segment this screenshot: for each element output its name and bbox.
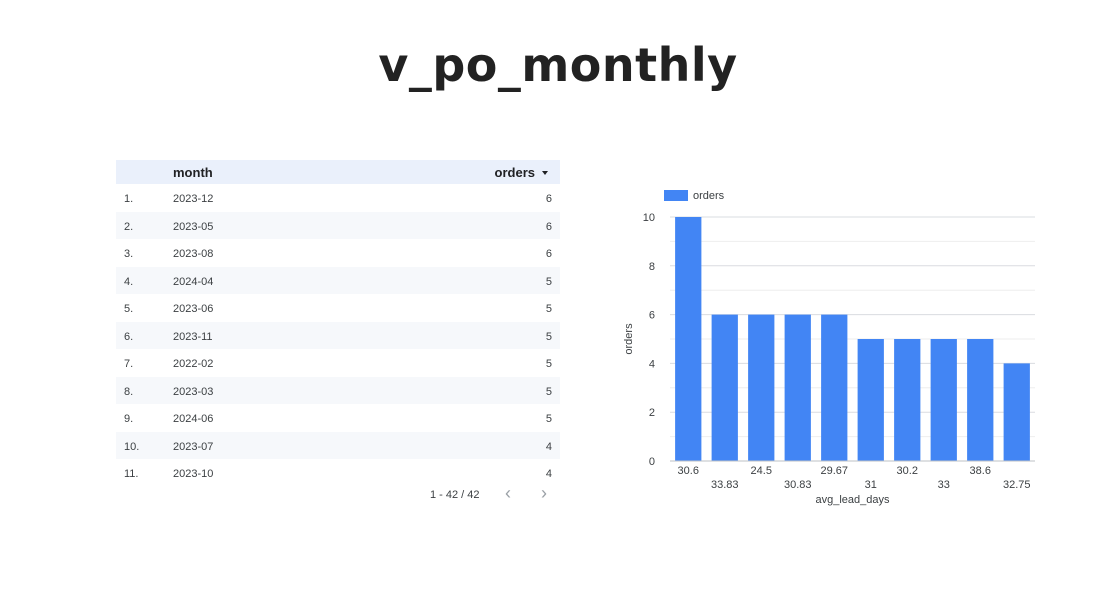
- cell-orders: 5: [545, 413, 552, 425]
- y-tick-label: 0: [649, 456, 655, 468]
- bar[interactable]: [894, 339, 921, 461]
- table-row[interactable]: 8. 2023-03 5: [116, 376, 560, 404]
- caret-down-icon[interactable]: [542, 170, 548, 175]
- cell-month: 2023-08: [173, 248, 214, 260]
- y-tick-label: 10: [643, 212, 655, 224]
- row-index: 6.: [124, 330, 134, 343]
- cell-orders: 4: [545, 440, 552, 453]
- cell-month: 2023-06: [173, 303, 214, 315]
- row-index: 11.: [124, 468, 139, 480]
- table-row[interactable]: 10. 2023-07 4: [116, 431, 560, 459]
- row-index: 2.: [124, 220, 134, 233]
- cell-orders: 6: [545, 193, 552, 205]
- cell-orders: 5: [545, 330, 552, 343]
- y-axis-title: orders: [623, 323, 635, 355]
- cell-month: 2024-06: [173, 413, 214, 425]
- y-tick-label: 2: [649, 407, 655, 419]
- cell-month: 2023-07: [173, 440, 214, 453]
- x-tick-label: 30.6: [678, 465, 699, 477]
- chevron-left-icon[interactable]: ‹: [505, 483, 511, 503]
- x-tick-label: 33.83: [711, 479, 739, 491]
- bar[interactable]: [967, 339, 994, 461]
- pagination-range: 1 - 42 / 42: [430, 489, 480, 501]
- table-header: month orders: [116, 160, 560, 184]
- page-title: v_po_monthly: [378, 38, 738, 92]
- cell-orders: 6: [545, 248, 552, 260]
- column-header-orders[interactable]: orders: [495, 165, 548, 180]
- bar[interactable]: [821, 314, 848, 461]
- cell-orders: 5: [545, 385, 552, 398]
- legend-label: orders: [693, 190, 725, 202]
- legend-swatch: [664, 190, 688, 201]
- y-tick-label: 8: [649, 261, 655, 273]
- cell-month: 2024-04: [173, 275, 214, 288]
- table-row[interactable]: 6. 2023-11 5: [116, 321, 560, 349]
- bar[interactable]: [930, 339, 957, 461]
- y-tick-label: 6: [649, 310, 655, 322]
- bar-chart-svg: 0 2 4 6 8 10 30.6 33.83 24.5 30.83 29.67 31 30.2 33 38…: [623, 190, 1035, 506]
- table-row[interactable]: 5. 2023-06 5: [116, 294, 560, 322]
- cell-orders: 5: [545, 358, 552, 370]
- x-tick-label: 31: [865, 479, 877, 491]
- row-index: 9.: [124, 413, 134, 425]
- bar[interactable]: [748, 314, 775, 461]
- table-body: 1. 2023-12 6 2. 2023-05 6 3. 2023-08 6 4. 2024-04 5…: [116, 184, 560, 484]
- cell-orders: 6: [545, 220, 552, 233]
- row-index: 3.: [124, 248, 134, 260]
- table-row[interactable]: 11. 2023-10 4: [116, 459, 560, 484]
- table-row[interactable]: 3. 2023-08 6: [116, 239, 560, 267]
- chevron-right-icon[interactable]: ›: [541, 483, 547, 503]
- cell-month: 2023-10: [173, 468, 214, 480]
- row-index: 1.: [124, 193, 134, 205]
- table-row[interactable]: 4. 2024-04 5: [116, 266, 560, 294]
- x-tick-label: 29.67: [820, 465, 848, 477]
- x-axis-title: avg_lead_days: [815, 494, 890, 506]
- cell-orders: 5: [545, 275, 552, 288]
- row-index: 4.: [124, 275, 134, 288]
- column-header-orders-label: orders: [494, 165, 535, 180]
- cell-orders: 4: [545, 468, 552, 480]
- data-table: month orders 1. 2023-12 6 2. 2023-05 6 3. 2023-…: [116, 160, 560, 510]
- table-row[interactable]: 1. 2023-12 6: [116, 184, 560, 212]
- row-index: 10.: [124, 440, 140, 453]
- bar[interactable]: [675, 217, 702, 461]
- x-tick-label: 32.75: [1003, 479, 1031, 491]
- cell-month: 2023-12: [173, 193, 214, 205]
- bar[interactable]: [711, 314, 738, 461]
- bar-chart: 0 2 4 6 8 10 30.6 33.83 24.5 30.83 29.67 31 30.2 33 38…: [610, 180, 1050, 510]
- bar[interactable]: [857, 339, 884, 461]
- y-tick-label: 4: [649, 358, 655, 370]
- cell-month: 2023-03: [173, 385, 214, 398]
- row-index: 5.: [124, 303, 134, 315]
- cell-month: 2023-11: [173, 330, 213, 343]
- cell-month: 2023-05: [173, 220, 214, 233]
- x-tick-label: 30.2: [897, 465, 918, 477]
- x-tick-label: 30.83: [784, 479, 812, 491]
- cell-month: 2022-02: [173, 358, 214, 370]
- table-row[interactable]: 9. 2024-06 5: [116, 404, 560, 432]
- x-tick-label: 24.5: [751, 465, 772, 477]
- bar[interactable]: [784, 314, 811, 461]
- column-header-month[interactable]: month: [173, 165, 213, 180]
- x-tick-label: 33: [938, 479, 950, 491]
- cell-orders: 5: [545, 303, 552, 315]
- table-row[interactable]: 2. 2023-05 6: [116, 211, 560, 239]
- bar[interactable]: [1003, 363, 1030, 461]
- row-index: 8.: [124, 385, 134, 398]
- row-index: 7.: [124, 358, 134, 370]
- x-tick-label: 38.6: [970, 465, 991, 477]
- pagination: 1 - 42 / 42 ‹ ›: [116, 483, 560, 509]
- table-row[interactable]: 7. 2022-02 5: [116, 349, 560, 377]
